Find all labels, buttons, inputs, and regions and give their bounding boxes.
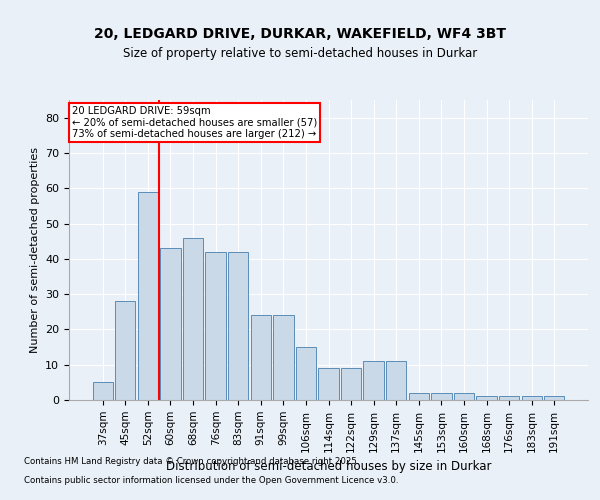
Bar (319, 368, 338, 400)
Bar (228, 252, 248, 400)
Y-axis label: Number of semi-detached properties: Number of semi-detached properties (29, 147, 40, 353)
Bar (386, 361, 406, 400)
Bar (521, 396, 542, 400)
X-axis label: Distribution of semi-detached houses by size in Durkar: Distribution of semi-detached houses by … (166, 460, 491, 473)
Bar (115, 301, 136, 400)
Bar (476, 396, 497, 400)
Bar (205, 252, 226, 400)
Bar (251, 316, 271, 400)
Bar (273, 316, 293, 400)
Text: Contains HM Land Registry data © Crown copyright and database right 2025.: Contains HM Land Registry data © Crown c… (24, 458, 359, 466)
Bar (160, 248, 181, 400)
Bar (92, 382, 113, 400)
Bar (138, 192, 158, 400)
Text: 20 LEDGARD DRIVE: 59sqm
← 20% of semi-detached houses are smaller (57)
73% of se: 20 LEDGARD DRIVE: 59sqm ← 20% of semi-de… (71, 106, 317, 139)
Bar (409, 393, 429, 400)
Bar (499, 396, 519, 400)
Bar (341, 368, 361, 400)
Bar (364, 361, 384, 400)
Bar (183, 238, 203, 400)
Text: 20, LEDGARD DRIVE, DURKAR, WAKEFIELD, WF4 3BT: 20, LEDGARD DRIVE, DURKAR, WAKEFIELD, WF… (94, 28, 506, 42)
Text: Contains public sector information licensed under the Open Government Licence v3: Contains public sector information licen… (24, 476, 398, 485)
Bar (431, 393, 452, 400)
Bar (454, 393, 474, 400)
Bar (544, 396, 565, 400)
Bar (296, 347, 316, 400)
Text: Size of property relative to semi-detached houses in Durkar: Size of property relative to semi-detach… (123, 48, 477, 60)
